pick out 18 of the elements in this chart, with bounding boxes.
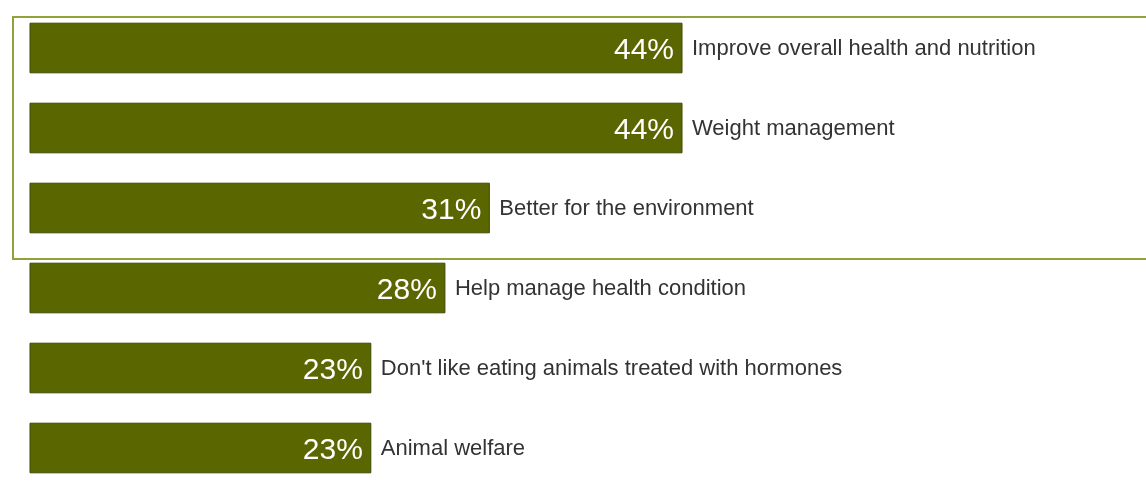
data-label: 44% [613, 112, 674, 145]
data-label: 23% [302, 352, 363, 385]
data-label: 31% [421, 192, 482, 225]
data-label: 44% [613, 32, 674, 65]
y-tick-label: Animal welfare [380, 435, 526, 460]
y-tick-label: Improve overall health and nutrition [692, 35, 1036, 60]
bar [29, 22, 683, 74]
y-tick-label: Better for the environment [499, 195, 754, 220]
data-label: 28% [376, 272, 437, 305]
bar [29, 422, 372, 474]
bar [29, 182, 490, 234]
data-label: 23% [302, 432, 363, 465]
bar [29, 342, 372, 394]
y-tick-label: Don't like eating animals treated with hormones [380, 355, 843, 380]
bar [29, 102, 683, 154]
y-tick-label: Help manage health condition [454, 275, 746, 300]
bar [29, 262, 446, 314]
y-tick-label: Weight management [692, 115, 895, 140]
